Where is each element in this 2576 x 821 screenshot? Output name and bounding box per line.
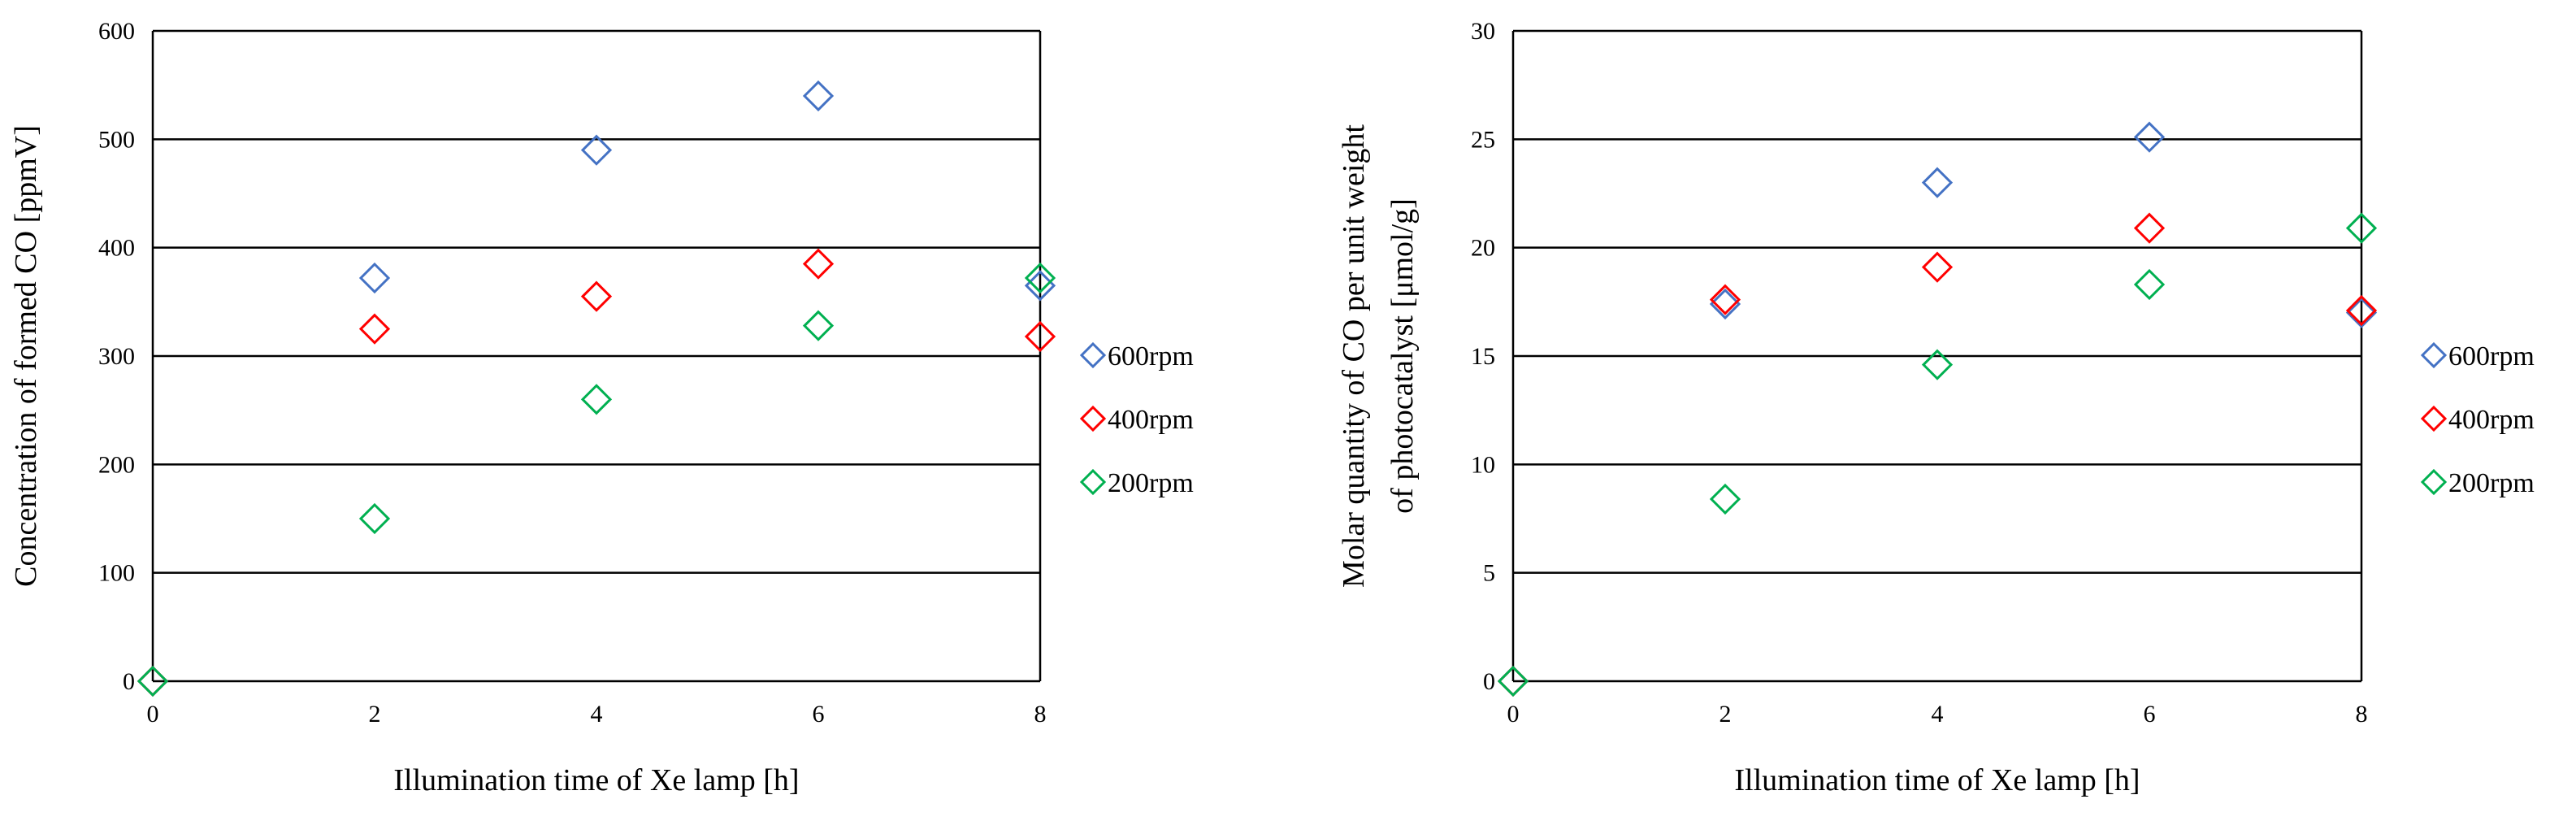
data-point-600rpm — [2133, 121, 2166, 153]
data-point-600rpm — [2345, 297, 2378, 328]
legend-label: 400rpm — [2448, 405, 2535, 435]
y-tick-label: 100 — [98, 560, 135, 587]
legend-marker — [2420, 468, 2448, 496]
data-point-400rpm — [1024, 320, 1056, 353]
legend-label: 600rpm — [1108, 341, 1194, 371]
legend-marker — [2420, 341, 2448, 369]
data-point-400rpm — [802, 248, 835, 280]
y-axis-label: of photocatalyst [μmol/g] — [1386, 198, 1420, 514]
x-tick-label: 2 — [1720, 701, 1732, 728]
data-point-400rpm — [1921, 251, 1954, 283]
data-point-200rpm — [2133, 268, 2166, 301]
y-tick-label: 300 — [98, 343, 135, 370]
data-point-600rpm — [802, 80, 835, 112]
data-point-200rpm — [802, 310, 835, 341]
x-tick-label: 6 — [2144, 701, 2156, 728]
data-point-200rpm — [358, 502, 391, 535]
data-point-200rpm — [137, 665, 169, 697]
data-point-400rpm — [1709, 284, 1741, 315]
x-tick-label: 0 — [147, 701, 159, 728]
x-axis-label: Illumination time of Xe lamp [h] — [393, 763, 799, 797]
data-point-600rpm — [580, 134, 613, 166]
data-point-400rpm — [580, 280, 613, 312]
y-tick-label: 500 — [98, 126, 135, 153]
data-point-400rpm — [2345, 294, 2378, 327]
y-tick-label: 0 — [1483, 668, 1495, 695]
y-tick-label: 200 — [98, 451, 135, 478]
legend-marker — [1079, 341, 1107, 369]
chart-molar-quantity: 0 5 10 15 20 25 30 0 2 4 6 8 Illumination time of Xe… — [1337, 18, 2535, 797]
x-tick-label: 6 — [813, 701, 825, 728]
data-point-200rpm — [580, 384, 613, 415]
data-point-600rpm — [1709, 288, 1741, 320]
x-tick-label: 2 — [369, 701, 381, 728]
data-point-200rpm — [1709, 483, 1741, 515]
y-tick-label: 0 — [123, 668, 135, 695]
data-point-200rpm — [1921, 349, 1954, 380]
y-axis-label: Molar quantity of CO per unit weight — [1337, 124, 1371, 588]
data-point-400rpm — [358, 313, 391, 345]
y-tick-label: 10 — [1471, 451, 1495, 478]
legend-marker — [1079, 468, 1107, 496]
legend-label: 600rpm — [2448, 341, 2535, 371]
y-tick-label: 15 — [1471, 343, 1495, 370]
legend-label: 400rpm — [1108, 405, 1194, 435]
data-point-200rpm — [1024, 262, 1056, 294]
x-tick-label: 0 — [1507, 701, 1520, 728]
data-point-200rpm — [2345, 212, 2378, 244]
y-tick-label: 25 — [1471, 126, 1495, 153]
legend-label: 200rpm — [2448, 468, 2535, 498]
legend-label: 200rpm — [1108, 468, 1194, 498]
y-tick-label: 400 — [98, 235, 135, 262]
chart-concentration: 0 100 200 300 400 500 600 0 2 4 6 8 Illumination tim… — [9, 18, 1194, 797]
data-point-400rpm — [2133, 212, 2166, 244]
y-tick-label: 600 — [98, 18, 135, 45]
x-axis-label: Illumination time of Xe lamp [h] — [1734, 763, 2140, 797]
data-point-600rpm — [1921, 167, 1954, 198]
y-tick-label: 20 — [1471, 235, 1495, 262]
data-point-600rpm — [358, 262, 391, 294]
legend-marker — [2420, 405, 2448, 432]
x-tick-label: 4 — [591, 701, 603, 728]
y-axis-label: Concentration of formed CO [ppmV] — [9, 125, 43, 587]
y-tick-label: 30 — [1471, 18, 1495, 45]
x-tick-label: 8 — [2356, 701, 2368, 728]
x-tick-label: 8 — [1034, 701, 1047, 728]
x-tick-label: 4 — [1932, 701, 1944, 728]
y-tick-label: 5 — [1483, 560, 1495, 587]
legend-marker — [1079, 405, 1107, 432]
data-point-200rpm — [1497, 665, 1529, 697]
